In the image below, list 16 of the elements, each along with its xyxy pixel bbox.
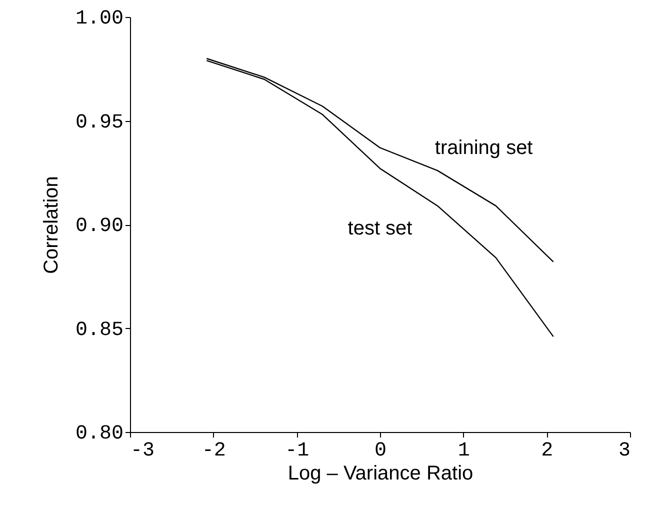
x-tick-label: 3 xyxy=(618,440,630,462)
series-label: test set xyxy=(348,217,413,240)
x-tick-label: 0 xyxy=(374,440,387,462)
x-tick-label: 1 xyxy=(458,440,470,462)
x-tick-label: -2 xyxy=(202,440,226,462)
y-tick-label: 0.95 xyxy=(75,111,124,134)
y-tick-label: 0.85 xyxy=(75,318,124,342)
series-label: training set xyxy=(434,136,534,159)
x-tick-label: -3 xyxy=(130,440,155,462)
y-axis-title: Correlation xyxy=(40,176,62,274)
x-axis-title: Log – Variance Ratio xyxy=(288,462,474,484)
y-tick-label: 0.80 xyxy=(75,422,124,446)
y-tick-label: 1.00 xyxy=(75,8,124,30)
x-tick-label: 2 xyxy=(541,440,554,462)
y-tick-label: 0.90 xyxy=(75,215,124,238)
x-tick-label: -1 xyxy=(285,440,310,462)
